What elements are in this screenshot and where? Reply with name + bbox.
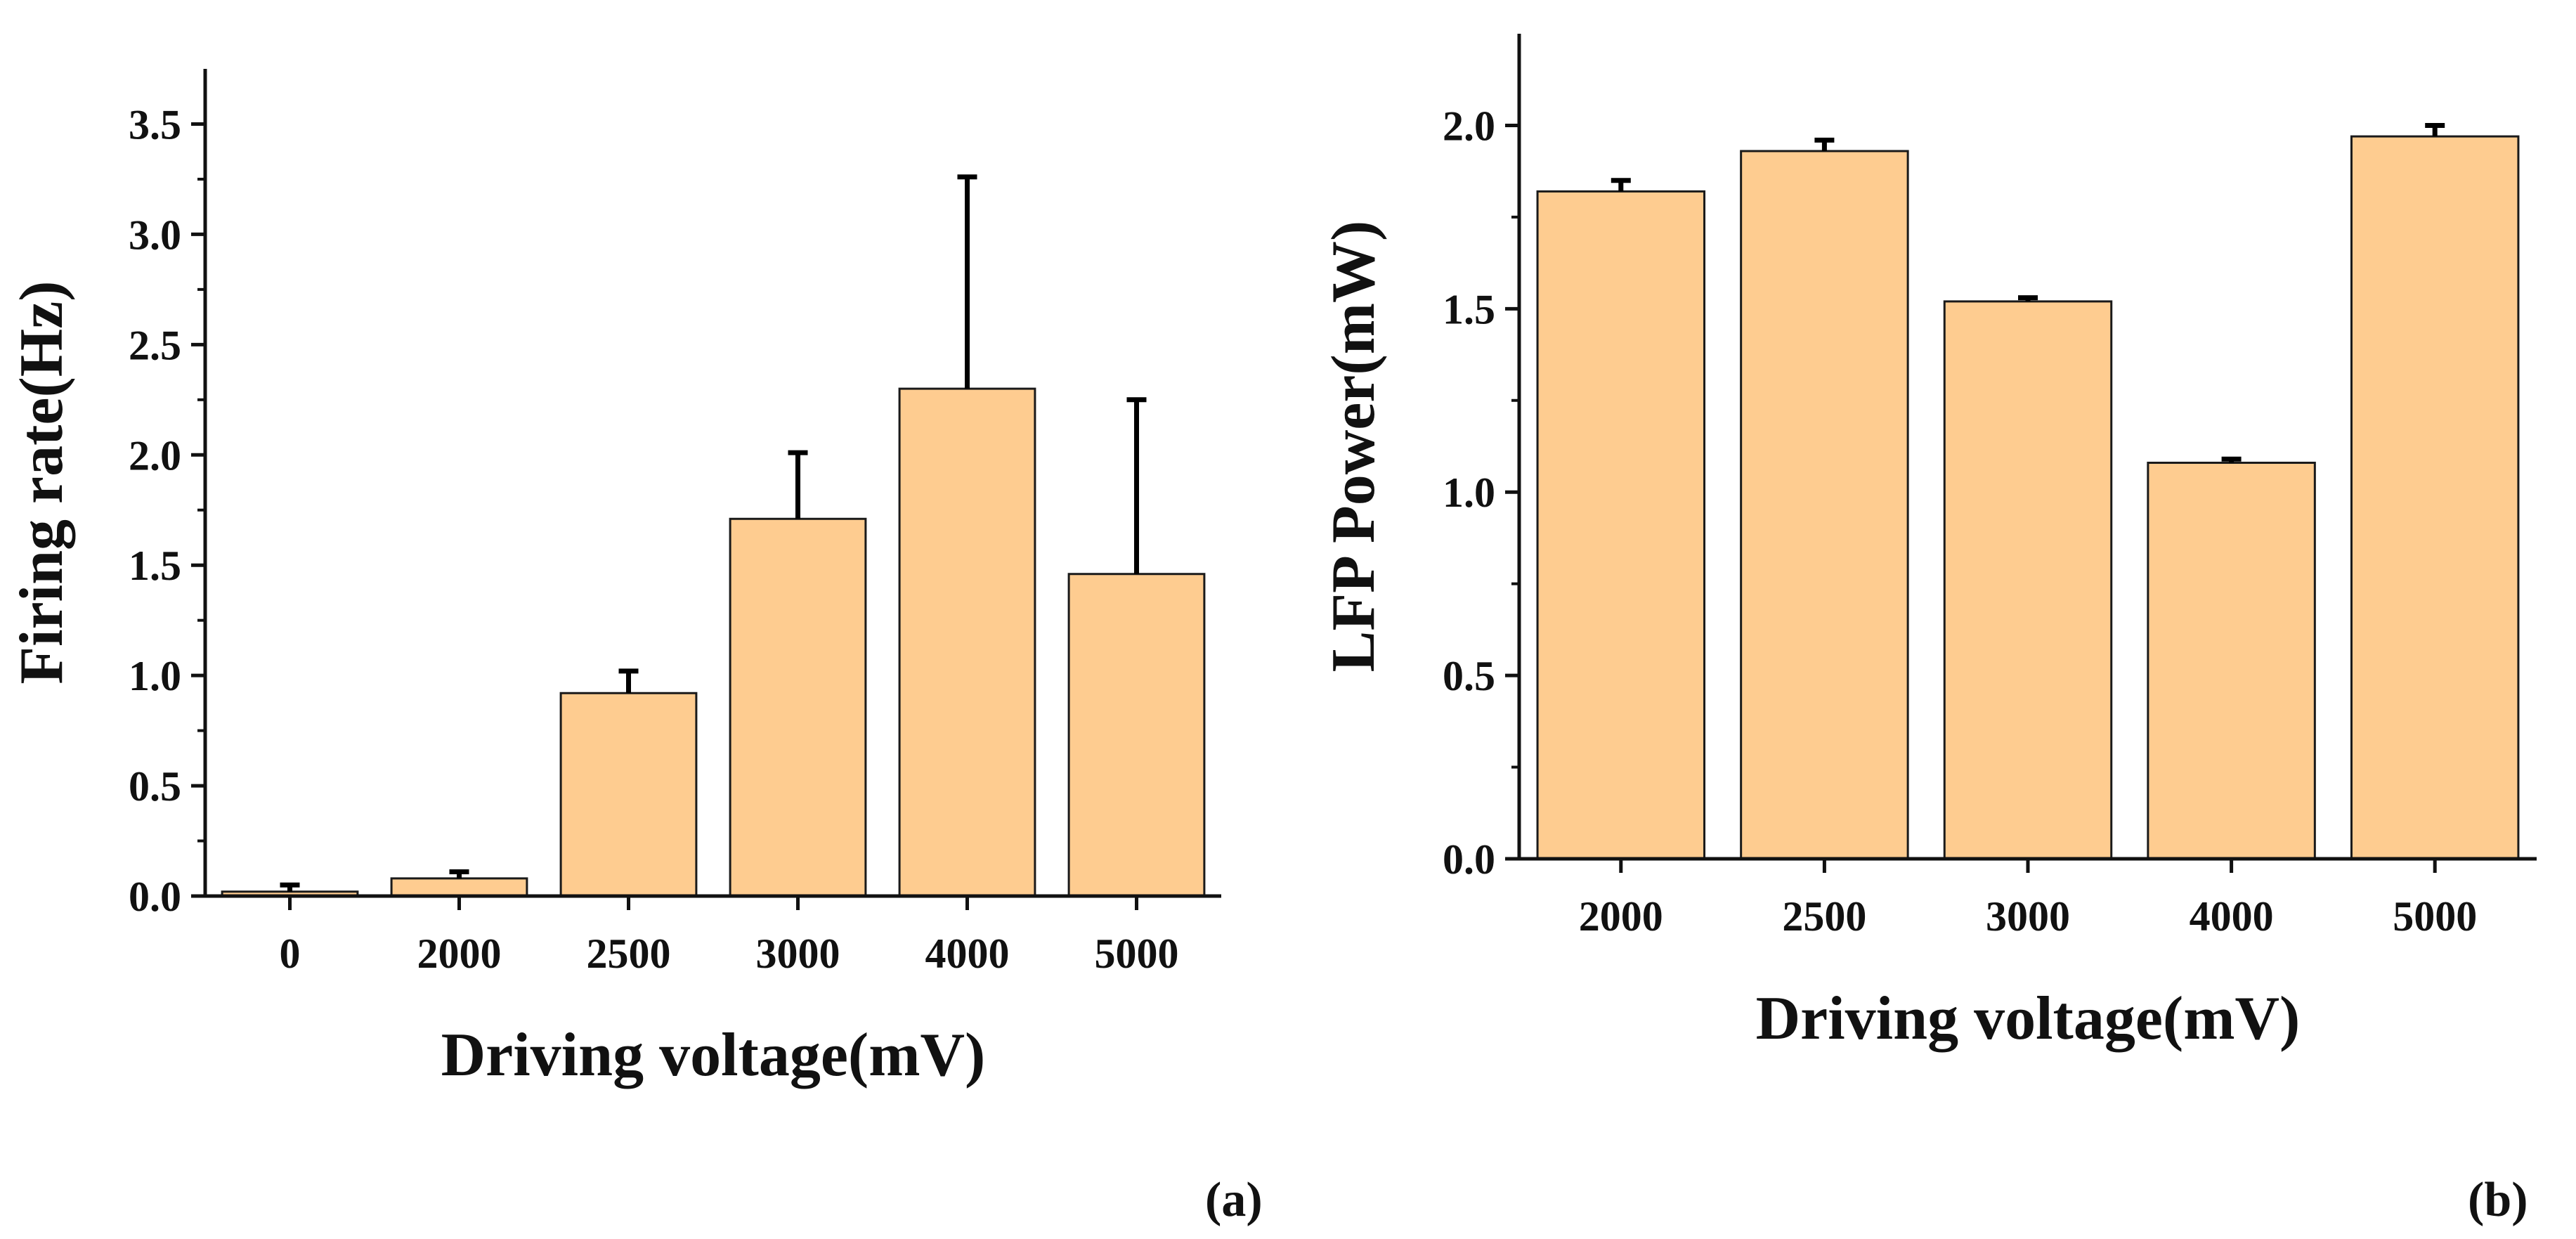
y-tick-label: 1.0 bbox=[129, 653, 181, 699]
panel-label-close: ) bbox=[1246, 1173, 1262, 1227]
y-tick-label: 3.5 bbox=[129, 101, 181, 148]
error-bar bbox=[618, 668, 639, 694]
bar bbox=[898, 387, 1036, 897]
y-tick-label: 1.0 bbox=[1443, 469, 1495, 516]
error-bar bbox=[1126, 397, 1147, 574]
y-tick-label: 1.5 bbox=[129, 543, 181, 589]
chart-a: 0.0 0.5 1.0 1.5 2.0 2.5 3.0 3.5 0 2000 2500 3000 400… bbox=[8, 69, 1263, 1227]
x-tick-label: 4000 bbox=[925, 930, 1010, 977]
bar bbox=[1740, 150, 1909, 860]
x-axis-title: Driving voltage(mV) bbox=[1756, 985, 2301, 1053]
x-tick-label: 2500 bbox=[1782, 893, 1866, 940]
error-bar bbox=[2018, 295, 2038, 301]
bar bbox=[559, 692, 698, 897]
error-bar bbox=[2221, 456, 2242, 463]
y-tick-label: 2.5 bbox=[129, 322, 181, 368]
y-tick-label: 2.0 bbox=[129, 432, 181, 479]
panel-label-letter: b bbox=[2484, 1173, 2511, 1227]
bar bbox=[1943, 300, 2113, 860]
x-tick-label: 2500 bbox=[587, 930, 671, 977]
x-tick-label: 5000 bbox=[1095, 930, 1179, 977]
error-bar bbox=[1814, 137, 1835, 151]
error-bar bbox=[1611, 178, 1631, 192]
chart-b: 0.0 0.5 1.0 1.5 2.0 2000 2500 3000 4000 5000 Drivi… bbox=[1320, 34, 2537, 1227]
x-tick-label: 5000 bbox=[2393, 893, 2477, 940]
x-tick-label: 3000 bbox=[756, 930, 840, 977]
y-tick-label: 0.0 bbox=[1443, 836, 1495, 883]
y-tick-label: 0.5 bbox=[1443, 653, 1495, 699]
bar bbox=[1536, 190, 1706, 860]
panel-label-open: ( bbox=[1205, 1173, 1221, 1227]
bar bbox=[2147, 461, 2316, 860]
error-bar bbox=[957, 174, 977, 389]
panel-label-letter: a bbox=[1221, 1173, 1246, 1227]
bar bbox=[729, 517, 867, 897]
x-tick-label: 4000 bbox=[2190, 893, 2274, 940]
panel-label-close: ) bbox=[2511, 1173, 2528, 1227]
x-tick-label: 2000 bbox=[1579, 893, 1663, 940]
error-bar bbox=[280, 882, 300, 892]
y-tick-label: 1.5 bbox=[1443, 286, 1495, 332]
panel-label: (b) bbox=[2468, 1173, 2528, 1227]
error-bar bbox=[449, 869, 469, 878]
x-tick-label: 2000 bbox=[417, 930, 502, 977]
bar bbox=[2350, 135, 2520, 860]
y-tick-label: 0.5 bbox=[129, 763, 181, 810]
error-bar bbox=[788, 450, 808, 519]
x-tick-label: 3000 bbox=[1986, 893, 2070, 940]
x-axis-title: Driving voltage(mV) bbox=[441, 1021, 986, 1089]
y-tick-label: 0.0 bbox=[129, 874, 181, 920]
error-bar bbox=[2425, 122, 2445, 137]
y-tick-label: 2.0 bbox=[1443, 103, 1495, 149]
y-axis-title: Firing rate(Hz) bbox=[8, 280, 76, 684]
panel-label: (a) bbox=[1205, 1173, 1263, 1227]
panel-label-open: ( bbox=[2468, 1173, 2484, 1227]
y-tick-label: 3.0 bbox=[129, 212, 181, 258]
bar bbox=[1067, 573, 1206, 897]
y-axis-title: LFP Power(mW) bbox=[1320, 221, 1388, 673]
x-tick-label: 0 bbox=[280, 930, 301, 977]
bar bbox=[390, 877, 528, 897]
